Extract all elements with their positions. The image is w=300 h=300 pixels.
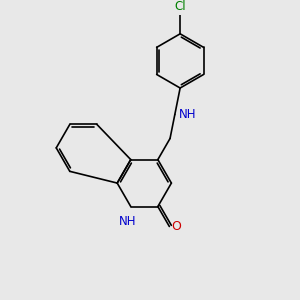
Text: O: O (172, 220, 182, 233)
Text: NH: NH (118, 215, 136, 228)
Text: Cl: Cl (174, 0, 186, 13)
Text: NH: NH (179, 107, 196, 121)
